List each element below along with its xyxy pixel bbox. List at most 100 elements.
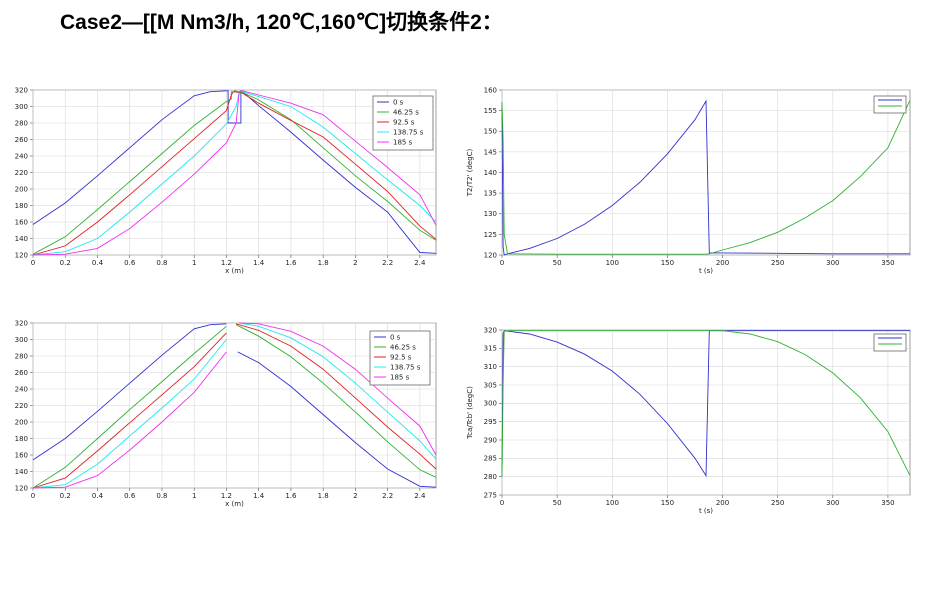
series-line bbox=[239, 322, 437, 456]
x-tick-label: 2.4 bbox=[414, 492, 426, 500]
x-tick-label: 1.6 bbox=[285, 259, 297, 267]
y-tick-label: 180 bbox=[15, 435, 28, 443]
series-line bbox=[32, 339, 227, 489]
page-title: Case2—[[M Nm3/h, 120℃,160℃]切换条件2： bbox=[60, 11, 503, 34]
x-tick-label: 1.6 bbox=[285, 492, 297, 500]
x-tick-label: 300 bbox=[826, 499, 839, 507]
x-tick-label: 350 bbox=[881, 499, 894, 507]
x-tick-label: 200 bbox=[716, 259, 729, 267]
x-tick-label: 0.6 bbox=[124, 259, 136, 267]
y-tick-label: 120 bbox=[15, 251, 28, 259]
x-tick-label: 150 bbox=[661, 259, 674, 267]
x-tick-label: 0 bbox=[31, 259, 35, 267]
y-tick-label: 155 bbox=[484, 107, 497, 115]
x-tick-label: 50 bbox=[553, 499, 562, 507]
y-tick-label: 295 bbox=[484, 418, 497, 426]
x-tick-label: 100 bbox=[606, 499, 619, 507]
x-tick-label: 200 bbox=[716, 499, 729, 507]
y-tick-label: 120 bbox=[15, 484, 28, 492]
x-tick-label: 1 bbox=[192, 259, 196, 267]
x-tick-label: 0.8 bbox=[156, 492, 167, 500]
series-line bbox=[32, 323, 227, 461]
series-line bbox=[32, 90, 437, 254]
x-axis-label: x (m) bbox=[225, 267, 244, 275]
x-tick-label: 0.6 bbox=[124, 492, 136, 500]
y-tick-label: 125 bbox=[484, 231, 497, 239]
y-tick-label: 200 bbox=[15, 418, 28, 426]
y-tick-label: 150 bbox=[484, 128, 497, 136]
y-tick-label: 280 bbox=[15, 119, 28, 127]
x-tick-label: 1.8 bbox=[318, 259, 329, 267]
y-tick-label: 160 bbox=[15, 451, 28, 459]
x-tick-label: 2 bbox=[353, 259, 357, 267]
x-tick-label: 300 bbox=[826, 259, 839, 267]
x-tick-label: 1.4 bbox=[253, 492, 265, 500]
temperature-profile-chart-top: 120 140 160 180 200 220 240 260 280 300 320 0 0.2 0.4… bbox=[15, 86, 437, 275]
x-tick-label: 2.2 bbox=[382, 492, 393, 500]
x-tick-label: 0.4 bbox=[92, 259, 104, 267]
series-line bbox=[32, 332, 227, 489]
x-tick-label: 0.2 bbox=[60, 259, 71, 267]
y-tick-label: 290 bbox=[484, 436, 497, 444]
x-axis-label: t (s) bbox=[699, 267, 713, 275]
legend-label: 138.75 s bbox=[393, 129, 424, 137]
legend-label: 92.5 s bbox=[393, 119, 415, 127]
y-tick-label: 280 bbox=[15, 352, 28, 360]
y-tick-label: 200 bbox=[15, 185, 28, 193]
y-tick-label: 280 bbox=[484, 473, 497, 481]
x-axis-label: t (s) bbox=[699, 507, 713, 515]
legend-label: 138.75 s bbox=[390, 364, 421, 372]
x-axis-label: x (m) bbox=[225, 500, 244, 508]
legend-label: 0 s bbox=[390, 334, 401, 342]
y-tick-label: 320 bbox=[484, 326, 497, 334]
y-tick-label: 130 bbox=[484, 210, 497, 218]
y-tick-label: 240 bbox=[15, 385, 28, 393]
x-tick-label: 250 bbox=[771, 499, 784, 507]
x-tick-label: 1.2 bbox=[221, 492, 232, 500]
y-tick-label: 305 bbox=[484, 381, 497, 389]
legend-label: 92.5 s bbox=[390, 354, 412, 362]
series-line bbox=[235, 323, 437, 470]
x-tick-label: 100 bbox=[606, 259, 619, 267]
x-tick-label: 1.2 bbox=[221, 259, 232, 267]
series-line bbox=[501, 100, 911, 255]
y-tick-label: 220 bbox=[15, 402, 28, 410]
legend-label: 0 s bbox=[393, 99, 404, 107]
temperature-profile-chart-bottom: 120 140 160 180 200 220 240 260 280 300 320 0 0.2 0.4… bbox=[15, 319, 437, 508]
series-line bbox=[501, 99, 910, 256]
y-tick-label: 140 bbox=[484, 169, 497, 177]
legend-label: 185 s bbox=[390, 374, 410, 382]
x-tick-label: 2 bbox=[353, 492, 357, 500]
y-axis-label: T2/T2' (degC) bbox=[466, 148, 474, 197]
x-tick-label: 0.8 bbox=[156, 259, 167, 267]
x-tick-label: 0 bbox=[31, 492, 35, 500]
series-line bbox=[501, 330, 910, 478]
x-tick-label: 0 bbox=[500, 259, 504, 267]
y-tick-label: 300 bbox=[484, 400, 497, 408]
y-tick-label: 300 bbox=[15, 103, 28, 111]
x-tick-label: 50 bbox=[553, 259, 562, 267]
series-line bbox=[32, 90, 437, 256]
x-tick-label: 1 bbox=[192, 492, 196, 500]
y-tick-label: 320 bbox=[15, 319, 28, 327]
y-tick-label: 240 bbox=[15, 152, 28, 160]
series-line bbox=[501, 330, 911, 477]
y-tick-label: 145 bbox=[484, 148, 497, 156]
y-tick-label: 220 bbox=[15, 169, 28, 177]
y-tick-label: 135 bbox=[484, 190, 497, 198]
t2-time-chart: 120 125 130 135 140 145 150 155 160 0 50 100 150 200 2… bbox=[466, 86, 911, 275]
series-line bbox=[237, 351, 437, 488]
x-tick-label: 250 bbox=[771, 259, 784, 267]
y-tick-label: 275 bbox=[484, 491, 497, 499]
legend-box bbox=[369, 330, 431, 386]
x-tick-label: 350 bbox=[881, 259, 894, 267]
y-tick-label: 140 bbox=[15, 468, 28, 476]
legend-label: 46.25 s bbox=[390, 344, 416, 352]
y-tick-label: 285 bbox=[484, 455, 497, 463]
x-tick-label: 1.4 bbox=[253, 259, 265, 267]
y-tick-label: 160 bbox=[15, 218, 28, 226]
y-tick-label: 160 bbox=[484, 86, 497, 94]
tc-time-chart: 275 280 285 290 295 300 305 310 315 320 0 50 100 150 2… bbox=[466, 326, 911, 515]
series-line bbox=[235, 324, 437, 478]
x-tick-label: 2.4 bbox=[414, 259, 426, 267]
